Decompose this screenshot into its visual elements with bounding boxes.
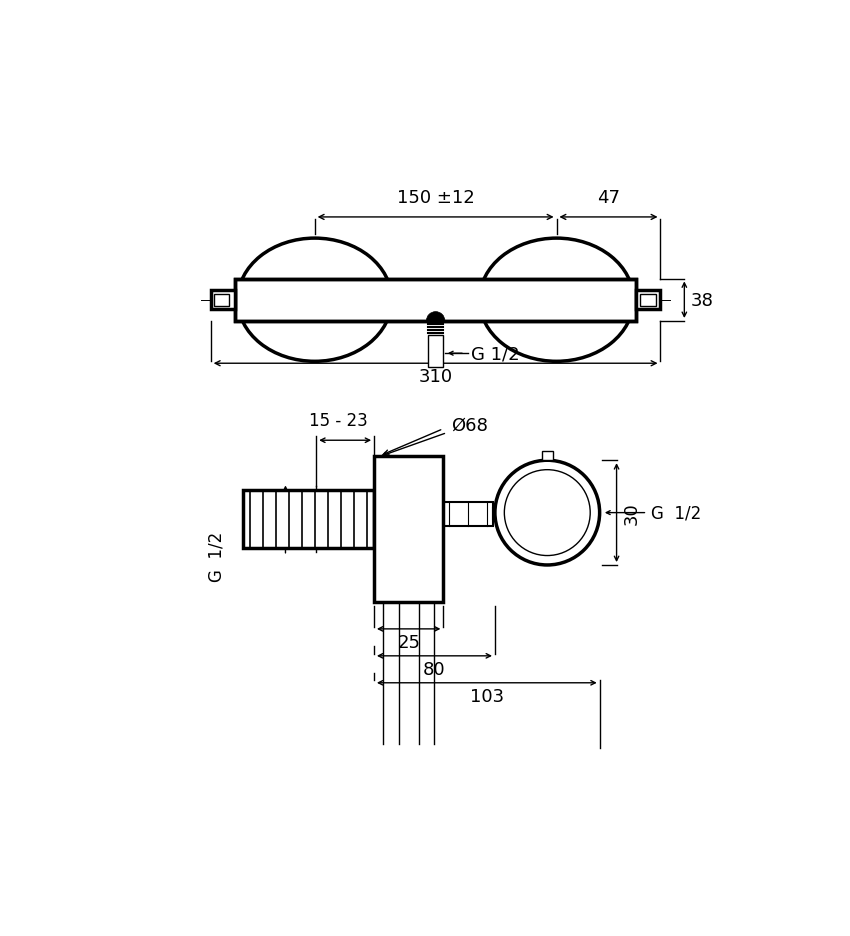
Bar <box>235 279 636 322</box>
Text: 150 ±12: 150 ±12 <box>397 189 474 207</box>
Text: G  1/2: G 1/2 <box>651 505 701 522</box>
Text: 103: 103 <box>470 687 504 705</box>
Text: 15 - 23: 15 - 23 <box>309 411 367 430</box>
Bar <box>636 291 660 310</box>
Wedge shape <box>427 313 445 322</box>
Bar <box>211 291 235 310</box>
Text: Ø68: Ø68 <box>451 417 488 434</box>
Bar <box>541 451 553 461</box>
Text: G  1/2: G 1/2 <box>246 494 264 545</box>
Bar <box>493 508 495 519</box>
Text: G 1/2: G 1/2 <box>471 344 519 363</box>
Text: 30: 30 <box>623 502 641 524</box>
Bar <box>236 280 635 321</box>
Text: 25: 25 <box>397 633 420 651</box>
Circle shape <box>495 461 599 565</box>
Text: 47: 47 <box>597 189 620 207</box>
Bar <box>444 503 493 527</box>
Text: 80: 80 <box>423 660 445 678</box>
Text: 38: 38 <box>690 291 713 310</box>
Bar <box>428 335 444 368</box>
Bar <box>374 456 444 602</box>
Text: 310: 310 <box>418 368 453 386</box>
Bar <box>243 490 374 548</box>
Bar <box>640 294 656 306</box>
Bar <box>235 279 636 322</box>
Text: G  1/2: G 1/2 <box>207 531 225 581</box>
Bar <box>214 294 230 306</box>
